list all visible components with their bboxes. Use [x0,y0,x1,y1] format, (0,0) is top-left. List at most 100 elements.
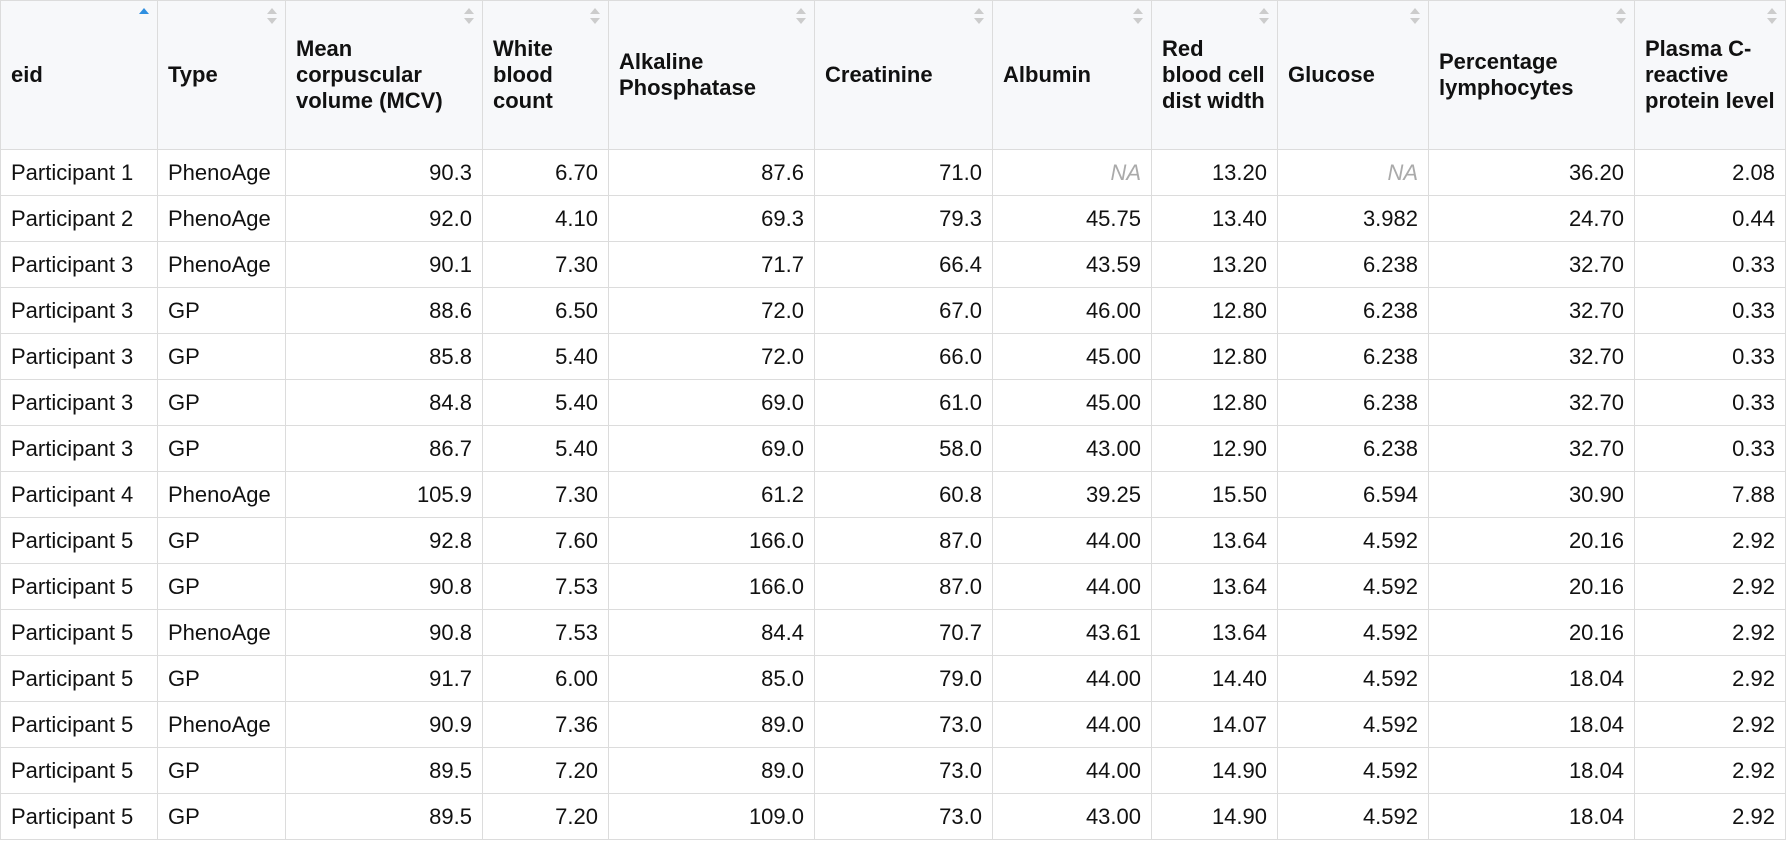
table-cell: Participant 5 [0,609,158,656]
table-cell: 5.40 [482,425,609,472]
table-cell: 90.8 [285,563,483,610]
table-cell: 66.4 [814,241,993,288]
sort-icon[interactable] [139,7,149,25]
column-header[interactable]: Creatinine [814,0,993,150]
header-label: Creatinine [825,62,933,87]
table-cell: 6.70 [482,149,609,196]
table-cell: GP [157,425,286,472]
table-cell: 12.80 [1151,287,1278,334]
table-row: Participant 1 PhenoAge 90.3 6.70 87.6 71.0 NA 1… [0,149,1786,196]
header-label: Plasma C-reactive protein level [1645,36,1775,113]
header-label: Type [168,62,218,87]
column-header[interactable]: White blood count [482,0,609,150]
column-header[interactable]: Plasma C-reactive protein level [1634,0,1786,150]
column-header[interactable]: Type [157,0,286,150]
table-cell: 85.0 [608,655,815,702]
table-cell: 45.00 [992,379,1152,426]
column-header[interactable]: Glucose [1277,0,1429,150]
table-cell: 73.0 [814,747,993,794]
table-cell: 4.592 [1277,701,1429,748]
sort-icon[interactable] [267,7,277,25]
table-cell: Participant 5 [0,747,158,794]
table-cell: 90.1 [285,241,483,288]
column-header[interactable]: Albumin [992,0,1152,150]
table-cell: 45.00 [992,333,1152,380]
table-cell: Participant 5 [0,701,158,748]
table-cell: 89.0 [608,747,815,794]
sort-icon[interactable] [974,7,984,25]
table-cell: 84.8 [285,379,483,426]
sort-icon[interactable] [1616,7,1626,25]
table-cell: 4.592 [1277,793,1429,840]
table-cell: PhenoAge [157,471,286,518]
table-cell: 166.0 [608,517,815,564]
column-header[interactable]: Percentage lymphocytes [1428,0,1635,150]
column-header[interactable]: Red blood cell dist width [1151,0,1278,150]
header-label: White blood count [493,36,553,113]
table-cell: 86.7 [285,425,483,472]
table-cell: 7.30 [482,241,609,288]
table-cell: 5.40 [482,379,609,426]
table-cell: 7.20 [482,747,609,794]
table-cell: 18.04 [1428,655,1635,702]
table-cell: 44.00 [992,701,1152,748]
table-row: Participant 5 GP 89.5 7.20 109.0 73.0 43.00 14.… [0,793,1786,840]
table-cell: 61.0 [814,379,993,426]
table-cell: 7.30 [482,471,609,518]
table-cell: 0.33 [1634,425,1786,472]
table-cell: 0.33 [1634,241,1786,288]
table-cell: 6.238 [1277,241,1429,288]
table-cell: 4.10 [482,195,609,242]
table-row: Participant 4 PhenoAge 105.9 7.30 61.2 60.8 39… [0,471,1786,518]
header-row: eid Type Mean corpuscular volume (MCV) Whit… [0,0,1786,150]
table-cell: 18.04 [1428,793,1635,840]
column-header[interactable]: Mean corpuscular volume (MCV) [285,0,483,150]
table-body: Participant 1 PhenoAge 90.3 6.70 87.6 71.0 NA 1… [0,149,1786,840]
table-cell: 2.08 [1634,149,1786,196]
table-cell: 12.80 [1151,333,1278,380]
table-cell: 32.70 [1428,379,1635,426]
sort-icon[interactable] [796,7,806,25]
sort-icon[interactable] [464,7,474,25]
table-cell: 2.92 [1634,655,1786,702]
table-cell: 109.0 [608,793,815,840]
table-cell: 14.40 [1151,655,1278,702]
table-cell: 69.3 [608,195,815,242]
table-cell: 44.00 [992,747,1152,794]
table-cell: 7.20 [482,793,609,840]
table-cell: Participant 3 [0,241,158,288]
table-cell: Participant 3 [0,287,158,334]
table-cell: 12.80 [1151,379,1278,426]
table-cell: Participant 5 [0,793,158,840]
table-cell: 2.92 [1634,793,1786,840]
table-cell: 84.4 [608,609,815,656]
table-cell: 6.594 [1277,471,1429,518]
table-cell: NA [992,149,1152,196]
sort-icon[interactable] [590,7,600,25]
table-cell: Participant 3 [0,425,158,472]
column-header[interactable]: Alkaline Phosphatase [608,0,815,150]
table-cell: 20.16 [1428,517,1635,564]
header-label: Glucose [1288,62,1375,87]
table-cell: 2.92 [1634,517,1786,564]
sort-icon[interactable] [1410,7,1420,25]
table-cell: 90.9 [285,701,483,748]
table-cell: 66.0 [814,333,993,380]
table-cell: NA [1277,149,1429,196]
table-cell: 43.00 [992,425,1152,472]
table-cell: 32.70 [1428,333,1635,380]
table-cell: 12.90 [1151,425,1278,472]
sort-icon[interactable] [1133,7,1143,25]
sort-icon[interactable] [1767,7,1777,25]
table-cell: 85.8 [285,333,483,380]
sort-icon[interactable] [1259,7,1269,25]
table-cell: PhenoAge [157,149,286,196]
table-cell: 30.90 [1428,471,1635,518]
column-header[interactable]: eid [0,0,158,150]
table-cell: 13.20 [1151,241,1278,288]
table-cell: 6.00 [482,655,609,702]
table-cell: 7.53 [482,609,609,656]
table-cell: 6.238 [1277,379,1429,426]
table-cell: 3.982 [1277,195,1429,242]
